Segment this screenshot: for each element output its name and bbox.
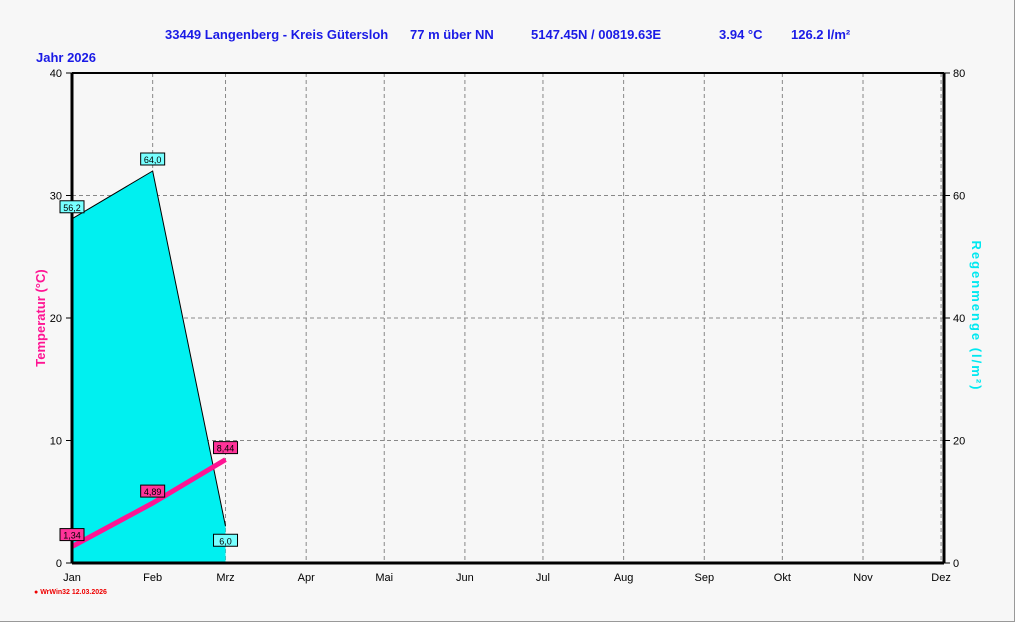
year-label: Jahr 2026: [36, 50, 96, 65]
temp-data-label-box: [213, 441, 239, 455]
x-tick-label: Nov: [853, 572, 873, 584]
temp-data-label: 1,34: [63, 531, 81, 541]
rain-area: [72, 171, 226, 563]
rain-data-label-box: [213, 533, 239, 547]
x-tick-label: Feb: [143, 572, 162, 584]
temperature-line: [70, 457, 227, 549]
x-tick-label: Jul: [536, 572, 550, 584]
footer-credit: ● WrWin32 12.03.2026: [34, 589, 107, 596]
mean-temperature: 3.94 °C: [719, 27, 763, 42]
x-tick-label: Mai: [375, 572, 393, 584]
temp-data-label: 8,44: [217, 444, 235, 454]
y-tick-label: 20: [50, 313, 62, 325]
rain-data-label-box: [140, 152, 166, 166]
temp-data-label: 4,89: [144, 487, 162, 497]
y-tick-label: 30: [50, 191, 62, 203]
y-tick-label: 40: [50, 68, 62, 80]
x-tick-label: Okt: [774, 572, 791, 584]
rain-data-label: 56,2: [63, 203, 81, 213]
y2-axis-title: Regenmenge (l/m²): [969, 240, 984, 391]
total-rain: 126.2 l/m²: [791, 27, 851, 42]
rain-data-label: 6,0: [219, 536, 232, 546]
y2-tick-label: 0: [953, 558, 959, 570]
y-tick-label: 0: [56, 558, 62, 570]
altitude: 77 m über NN: [410, 27, 494, 42]
rain-outline: [71, 170, 227, 527]
x-tick-label: Sep: [694, 572, 714, 584]
x-tick-label: Apr: [298, 572, 315, 584]
y-tick-label: 10: [50, 436, 62, 448]
rain-data-label: 64,0: [144, 155, 162, 165]
temp-data-label-box: [59, 528, 85, 542]
y2-tick-label: 20: [953, 436, 965, 448]
x-tick-label: Mrz: [216, 572, 234, 584]
y2-tick-label: 40: [953, 313, 965, 325]
coordinates: 5147.45N / 00819.63E: [531, 27, 662, 42]
station-name: 33449 Langenberg - Kreis Gütersloh: [165, 27, 389, 42]
rain-data-label-box: [59, 200, 85, 214]
y2-tick-label: 60: [953, 191, 965, 203]
x-tick-label: Jun: [456, 572, 474, 584]
x-tick-label: Dez: [931, 572, 951, 584]
x-tick-label: Aug: [614, 572, 634, 584]
temp-data-label-box: [140, 484, 166, 498]
y2-tick-label: 80: [953, 68, 965, 80]
y-axis-title: Temperatur (°C): [33, 269, 48, 366]
x-tick-label: Jan: [63, 572, 81, 584]
